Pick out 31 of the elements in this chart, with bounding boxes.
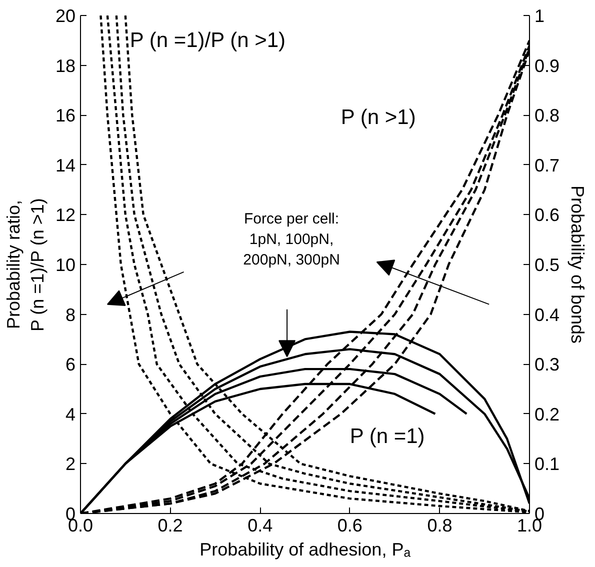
y2-tick-label: 0.1 bbox=[534, 454, 560, 474]
y2-tick-label: 0.3 bbox=[534, 354, 560, 375]
y2-axis-title: Probability of bonds bbox=[568, 185, 588, 344]
x-tick-label: 0.8 bbox=[427, 516, 452, 536]
y-tick-label: 8 bbox=[65, 304, 76, 325]
y2-tick-label: 0.5 bbox=[534, 255, 560, 275]
annotation: P (n =1) bbox=[350, 424, 425, 448]
x-tick-label: 0.6 bbox=[337, 516, 362, 536]
x-tick-label: 0.4 bbox=[248, 516, 273, 536]
y-tick-label: 14 bbox=[55, 155, 76, 176]
y-tick-label: 2 bbox=[65, 454, 76, 474]
y2-tick-label: 0.4 bbox=[534, 304, 560, 325]
y-tick-label: 6 bbox=[65, 354, 76, 375]
y2-tick-label: 0.2 bbox=[534, 404, 560, 424]
y2-tick-label: 0.8 bbox=[534, 106, 560, 126]
annotation: P (n =1)/P (n >1) bbox=[130, 28, 286, 52]
y-tick-label: 16 bbox=[55, 106, 76, 126]
x-tick-label: 0.2 bbox=[158, 516, 183, 536]
annotation: P (n >1) bbox=[340, 106, 416, 130]
y2-tick-label: 0.9 bbox=[534, 56, 560, 76]
annotation: Force per cell: 1pN, 100pN, 200pN, 300pN bbox=[243, 210, 340, 268]
y2-tick-label: 0.7 bbox=[534, 155, 560, 176]
y-tick-label: 4 bbox=[65, 404, 76, 424]
y-tick-label: 18 bbox=[55, 56, 76, 76]
y-axis-title: Probability ratio, P (n =1)/P (n >1) bbox=[3, 198, 48, 332]
y2-tick-label: 1 bbox=[534, 6, 545, 26]
x-axis-title: Probability of adhesion, Pₐ bbox=[200, 540, 411, 560]
y-tick-label: 12 bbox=[55, 205, 76, 226]
y2-tick-label: 0.6 bbox=[534, 205, 560, 226]
y-tick-label: 10 bbox=[55, 255, 76, 275]
y-tick-label: 20 bbox=[55, 6, 76, 26]
